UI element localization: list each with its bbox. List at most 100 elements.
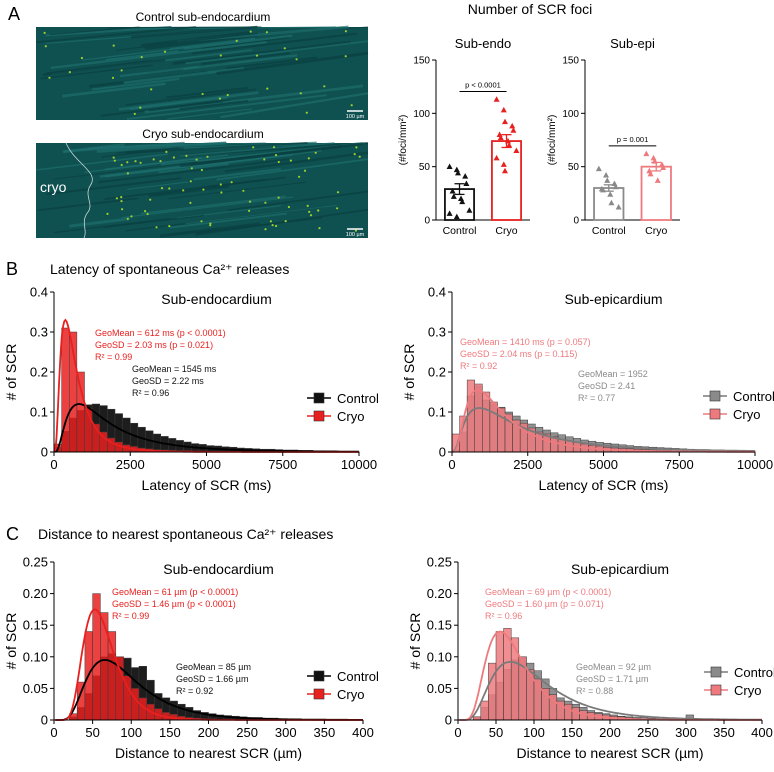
data-point-triangle xyxy=(595,165,602,172)
scr-focus-dot xyxy=(140,56,143,59)
data-point-triangle xyxy=(600,186,607,193)
data-point-triangle xyxy=(509,122,516,129)
y-tick-label: 50 xyxy=(419,162,431,173)
scr-focus-dot xyxy=(226,93,229,97)
tissue-streak xyxy=(116,32,258,51)
panel-c-header: Distance to nearest spontaneous Ca²⁺ rel… xyxy=(38,526,333,542)
tissue-streak xyxy=(42,59,166,76)
x-tick-label: 100 xyxy=(120,725,142,740)
chart-a-sub-endo: Sub-endo 0 50 100 150 (#foci/mm²) Control Cryo p… xyxy=(398,36,530,237)
tissue-streak xyxy=(118,91,259,111)
fit-annotation: GeoMean = 69 µm (p < 0.0001) xyxy=(485,587,611,597)
p-value-label: p < 0.0001 xyxy=(465,80,501,89)
x-tick-label: 10000 xyxy=(737,457,773,472)
scr-focus-dot xyxy=(43,31,46,34)
fit-annotation: R² = 0.77 xyxy=(578,393,615,403)
scr-focus-dot xyxy=(150,88,153,91)
tissue-streak xyxy=(176,204,282,219)
scr-focus-dot xyxy=(185,154,188,157)
fit-annotation: GeoSD = 1.66 µm xyxy=(176,674,248,684)
panel-b-letter: B xyxy=(6,259,18,279)
scr-focus-dot xyxy=(121,208,124,211)
tissue-streak xyxy=(40,64,153,80)
x-tick-label: 0 xyxy=(50,457,57,472)
chart-title: Sub-epicardium xyxy=(571,561,669,577)
x-tick-label: 400 xyxy=(352,725,374,740)
data-point-triangle xyxy=(500,106,507,113)
data-point-triangle xyxy=(607,191,614,197)
tissue-streak xyxy=(149,100,223,112)
y-tick-label: 0 xyxy=(41,713,48,728)
scr-focus-dot xyxy=(248,209,251,212)
x-tick-label: 10000 xyxy=(341,457,377,472)
scr-focus-dot xyxy=(115,197,118,200)
tissue-streak xyxy=(183,34,293,50)
micrograph-cryo: cryo 100 µm xyxy=(35,141,369,239)
y-tick-label: 0.3 xyxy=(30,325,48,340)
data-point-triangle xyxy=(453,166,460,173)
scr-focus-dot xyxy=(299,92,302,95)
x-tick-label: 50 xyxy=(489,725,503,740)
scr-focus-dot xyxy=(266,87,269,90)
x-tick-label: 200 xyxy=(198,725,220,740)
legend-swatch xyxy=(313,688,325,700)
scr-focus-dot xyxy=(314,151,317,154)
scr-focus-dot xyxy=(120,69,123,72)
mean-bar xyxy=(640,165,672,221)
x-tick-label: 0 xyxy=(448,457,455,472)
scr-focus-dot xyxy=(305,111,308,114)
legend-swatch xyxy=(709,408,721,420)
scr-focus-dot xyxy=(48,76,51,79)
y-tick-label: 0.15 xyxy=(427,618,452,633)
scr-focus-dot xyxy=(200,168,203,172)
tissue-streak xyxy=(183,54,298,71)
scr-focus-dot xyxy=(263,158,266,161)
legend-swatch xyxy=(313,410,325,422)
scr-focus-dot xyxy=(248,200,252,203)
x-category-label: Cryo xyxy=(495,225,517,237)
y-tick-label: 0.4 xyxy=(30,285,48,300)
data-point-triangle xyxy=(615,204,622,210)
legend-label: Control xyxy=(337,669,379,684)
scr-focus-dot xyxy=(182,189,185,192)
scr-focus-dot xyxy=(295,58,298,61)
x-category-label: Control xyxy=(592,225,626,237)
scr-focus-dot xyxy=(336,191,340,194)
tissue-streak xyxy=(53,217,171,234)
tissue-streak xyxy=(126,94,327,121)
data-point-triangle xyxy=(493,96,500,102)
data-point-triangle xyxy=(608,199,615,206)
scr-focus-dot xyxy=(160,187,164,190)
data-point-triangle xyxy=(463,180,470,187)
fit-annotation: R² = 0.96 xyxy=(132,388,169,398)
tissue-streak xyxy=(158,163,229,174)
x-tick-label: 300 xyxy=(675,725,697,740)
tissue-streak xyxy=(185,204,337,225)
scale-bar-label: 100 µm xyxy=(346,114,365,120)
y-tick-label: 150 xyxy=(562,56,579,67)
y-axis-label: (#foci/mm²) xyxy=(398,115,409,166)
scr-focus-dot xyxy=(209,224,212,227)
tissue-streak xyxy=(201,37,289,49)
legend-swatch xyxy=(313,670,325,682)
data-point-triangle xyxy=(502,118,508,125)
x-tick-label: 7500 xyxy=(665,457,694,472)
scr-focus-dot xyxy=(112,156,115,159)
legend-swatch xyxy=(710,666,722,678)
scr-focus-dot xyxy=(202,188,205,191)
scr-focus-dot xyxy=(134,160,137,163)
y-tick-label: 0.1 xyxy=(428,405,446,420)
data-point-triangle xyxy=(654,177,661,183)
panel-c-letter: C xyxy=(6,524,19,544)
scr-focus-dot xyxy=(308,210,311,213)
histogram-bar xyxy=(76,371,85,453)
chart-title: Sub-endocardium xyxy=(161,291,272,307)
scr-focus-dot xyxy=(209,222,212,225)
tissue-streak xyxy=(227,190,369,212)
y-tick-label: 0 xyxy=(439,445,446,460)
data-point-triangle xyxy=(450,193,457,199)
scr-focus-dot xyxy=(133,112,136,115)
legend-label: Control xyxy=(733,389,774,404)
scr-focus-dot xyxy=(126,161,129,164)
scr-focus-dot xyxy=(271,224,274,227)
